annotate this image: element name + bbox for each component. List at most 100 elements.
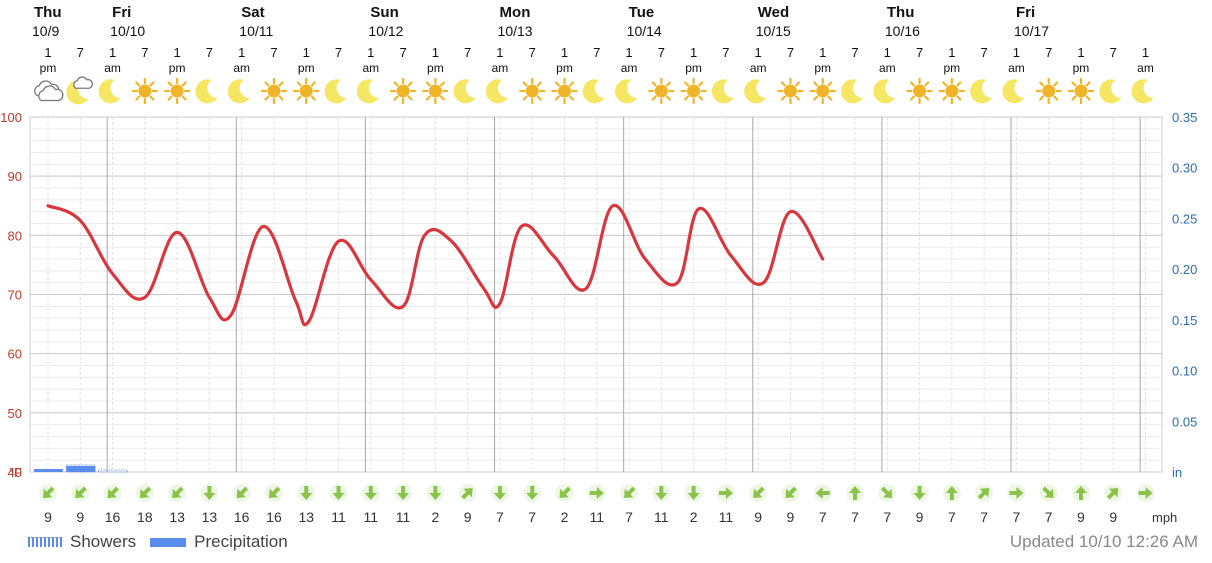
moon-icon	[227, 79, 250, 104]
sun-ray	[167, 81, 173, 87]
legend-precipitation-label: Precipitation	[194, 532, 288, 551]
wind-arrow-shape	[849, 486, 861, 500]
ampm-label: am	[1137, 61, 1154, 75]
moon-icon	[970, 79, 993, 104]
sun-ray	[264, 95, 270, 101]
sun-disc	[428, 84, 442, 98]
moon-shape	[841, 79, 863, 104]
hour-label: 7	[464, 45, 471, 60]
sun-ray	[924, 81, 930, 87]
wind-speed: 16	[266, 509, 282, 525]
hour-label: 1	[496, 45, 503, 60]
wind-arrow-shape	[1138, 487, 1153, 499]
day-date: 10/13	[498, 23, 533, 39]
cloud-shape	[38, 85, 64, 102]
day-name: Thu	[34, 4, 62, 21]
hour-label: 7	[335, 45, 342, 60]
hour-label: 1	[1142, 45, 1149, 60]
sun-ray	[1053, 95, 1059, 101]
wind-arrow-shape	[687, 486, 700, 500]
sun-disc	[267, 84, 281, 98]
wind-arrow-shape	[718, 487, 733, 499]
wind-speed: 7	[883, 509, 891, 525]
y-right-tick: 0.10	[1172, 364, 1197, 379]
wind-arrow-icon	[426, 484, 445, 502]
day-date: 10/11	[239, 23, 273, 39]
legend-precipitation[interactable]: Precipitation	[150, 532, 288, 552]
sun-ray	[942, 95, 948, 101]
day-name: Fri	[1016, 4, 1035, 21]
sun-disc	[687, 84, 701, 98]
wind-arrow-icon	[1039, 484, 1058, 502]
wind-speed: 13	[202, 509, 218, 525]
wind-speed: 11	[396, 509, 411, 525]
wind-speed: 7	[496, 509, 504, 525]
sun-ray	[1071, 81, 1077, 87]
temperature-line	[46, 204, 825, 327]
cloud-moon-icon	[66, 76, 94, 105]
sun-disc	[396, 84, 410, 98]
hour-label: 1	[367, 45, 374, 60]
moon-shape	[615, 79, 638, 104]
y-left-tick: 50	[8, 406, 22, 421]
hour-label: 1	[884, 45, 891, 60]
wind-arrow-shape	[977, 488, 990, 500]
sun-icon	[1067, 77, 1095, 105]
sun-ray	[407, 81, 413, 87]
legend-showers[interactable]: Showers	[28, 532, 136, 552]
ampm-label: pm	[944, 61, 961, 75]
hour-label: 7	[270, 45, 277, 60]
wind-arrow-icon	[168, 484, 187, 502]
sun-ray	[1053, 81, 1059, 87]
moon-shape	[227, 79, 250, 104]
wind-speed: 13	[298, 509, 314, 525]
moon-icon	[615, 79, 638, 104]
wind-arrow-icon	[361, 484, 380, 502]
wind-arrow-shape	[945, 486, 958, 500]
y-left-tick: 100	[0, 110, 22, 125]
wind-speed: 7	[1045, 509, 1053, 525]
sun-ray	[813, 81, 819, 87]
sun-icon	[1035, 77, 1062, 105]
ampm-label: am	[233, 61, 250, 75]
moon-icon	[98, 79, 121, 104]
hour-label: 1	[755, 45, 762, 60]
wind-arrow-icon	[620, 484, 639, 502]
hour-label: 1	[432, 45, 439, 60]
sun-ray	[407, 95, 413, 101]
sun-ray	[651, 95, 657, 101]
wind-arrow-shape	[269, 486, 281, 498]
y-right-tick: 0.15	[1172, 313, 1197, 328]
moon-shape	[1002, 79, 1025, 104]
moon-icon	[711, 79, 734, 104]
ampm-label: pm	[169, 61, 186, 75]
sun-icon	[519, 77, 546, 105]
moon-shape	[1099, 79, 1122, 104]
wind-speed: 9	[787, 509, 795, 525]
wind-arrow-icon	[813, 484, 832, 502]
sun-ray	[296, 81, 302, 87]
sun-icon	[680, 77, 707, 105]
moon-icon	[1002, 79, 1025, 104]
sun-ray	[536, 81, 542, 87]
sun-ray	[439, 81, 445, 87]
legend-showers-label: Showers	[70, 532, 137, 551]
sun-disc	[913, 84, 927, 98]
wind-arrow-icon	[329, 484, 348, 502]
wind-arrow-icon	[652, 484, 671, 502]
moon-shape	[485, 79, 508, 104]
wind-speed: 13	[169, 509, 185, 525]
wind-arrow-shape	[236, 486, 249, 498]
hour-label: 1	[303, 45, 310, 60]
wind-arrow-icon	[1136, 484, 1155, 502]
wind-arrow-shape	[493, 486, 506, 500]
day-name: Sat	[241, 4, 264, 21]
wind-speed: 11	[719, 509, 734, 525]
ampm-label: am	[492, 61, 509, 75]
sun-ray	[684, 95, 690, 101]
y-left-unit: °F	[9, 465, 22, 480]
hour-label: 7	[399, 45, 406, 60]
wind-arrow-shape	[172, 486, 184, 498]
y-right-tick: 0.30	[1172, 161, 1197, 176]
wind-arrow-icon	[846, 484, 864, 502]
